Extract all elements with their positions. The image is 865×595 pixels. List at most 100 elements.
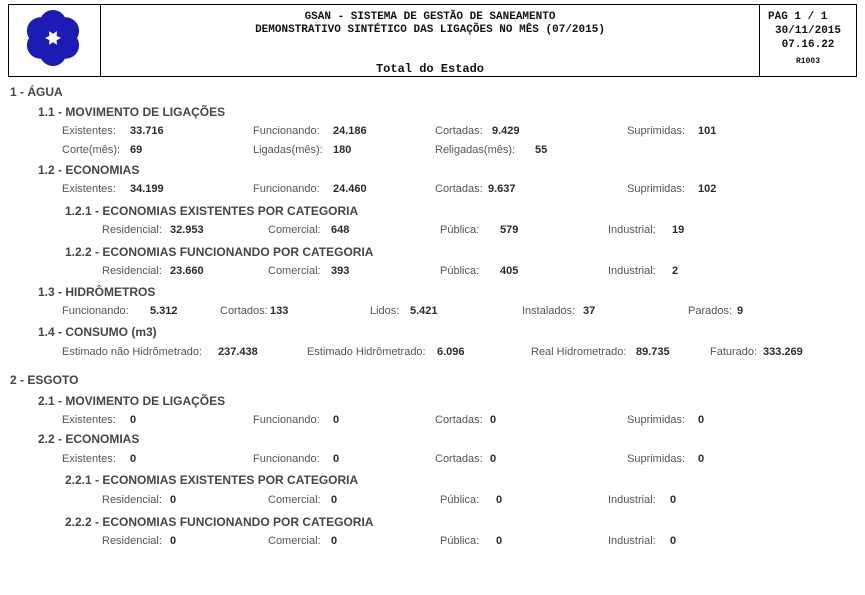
data-row: Corte(mês): 69 Ligadas(mês): 180 Religad… [0,143,865,157]
field-value: 69 [130,144,143,156]
data-row: Residencial: 0 Comercial: 0 Pública: 0 I… [0,534,865,548]
field-label: Existentes: [62,125,116,137]
field-value: 0 [130,453,137,465]
field-value: 0 [670,494,677,506]
field-label: Corte(mês): [62,144,121,156]
data-row: Funcionando: 5.312 Cortados: 133 Lidos: … [0,304,865,318]
field-label: Funcionando: [62,305,129,317]
field-value: 0 [130,414,137,426]
field-label: Parados: [688,305,733,317]
field-label: Cortadas: [435,183,483,195]
field-value: 393 [331,265,350,277]
field-value: 34.199 [130,183,164,195]
field-label: Industrial: [608,494,656,506]
page-indicator: PAG 1 / 1 [768,11,828,23]
data-row: Existentes: 0 Funcionando: 0 Cortadas: 0… [0,413,865,427]
field-value: 19 [672,224,685,236]
field-value: 89.735 [636,346,670,358]
data-row: Residencial: 23.660 Comercial: 393 Públi… [0,264,865,278]
field-label: Suprimidas: [627,453,686,465]
data-row: Existentes: 0 Funcionando: 0 Cortadas: 0… [0,452,865,466]
field-value: 102 [698,183,717,195]
header-meta: PAG 1 / 1 30/11/2015 07.16.22 R1003 [759,5,856,76]
field-label: Estimado não Hidrômetrado: [62,346,203,358]
field-label: Existentes: [62,414,116,426]
field-label: Residencial: [102,494,162,506]
data-row: Existentes: 33.716 Funcionando: 24.186 C… [0,124,865,138]
field-value: 9.429 [492,125,520,137]
report-date: 30/11/2015 [774,25,841,37]
field-value: 9 [737,305,744,317]
section-heading-1-4: 1.4 - CONSUMO (m3) [38,325,157,339]
field-label: Instalados: [522,305,576,317]
field-label: Real Hidrometrado: [531,346,627,358]
section-heading-1-1: 1.1 - MOVIMENTO DE LIGAÇÕES [38,105,226,119]
field-label: Industrial: [608,265,656,277]
scope-title: Total do Estado [375,62,485,76]
field-value: 2 [672,265,679,277]
field-value: 32.953 [170,224,204,236]
field-value: 0 [170,494,177,506]
field-label: Residencial: [102,265,162,277]
field-label: Residencial: [102,535,162,547]
company-logo-icon [26,10,80,66]
field-value: 0 [331,494,338,506]
field-value: 5.312 [150,305,178,317]
field-value: 0 [670,535,677,547]
field-label: Funcionando: [253,183,320,195]
field-label: Cortadas: [435,125,483,137]
field-value: 405 [500,265,519,277]
section-heading-agua: 1 - ÁGUA [10,85,63,99]
field-label: Funcionando: [253,414,320,426]
report-time: 07.16.22 [781,39,835,51]
field-value: 133 [270,305,289,317]
field-label: Funcionando: [253,125,320,137]
section-heading-1-2: 1.2 - ECONOMIAS [38,163,140,177]
section-heading-1-2-1: 1.2.1 - ECONOMIAS EXISTENTES POR CATEGOR… [65,204,359,218]
section-heading-2-2-1: 2.2.1 - ECONOMIAS EXISTENTES POR CATEGOR… [65,473,359,487]
field-value: 0 [490,414,497,426]
field-label: Suprimidas: [627,414,686,426]
field-label: Cortadas: [435,414,483,426]
field-value: 5.421 [410,305,438,317]
data-row: Residencial: 32.953 Comercial: 648 Públi… [0,223,865,237]
field-label: Industrial: [608,535,656,547]
field-label: Comercial: [268,494,321,506]
field-label: Industrial: [608,224,656,236]
logo-cell [9,5,101,76]
report-code: R1003 [795,57,820,66]
field-label: Suprimidas: [627,125,686,137]
field-label: Suprimidas: [627,183,686,195]
data-row: Residencial: 0 Comercial: 0 Pública: 0 I… [0,493,865,507]
field-value: 180 [333,144,352,156]
field-value: 55 [535,144,548,156]
section-heading-2-2: 2.2 - ECONOMIAS [38,432,140,446]
header-titles: GSAN - SISTEMA DE GESTÃO DE SANEAMENTO D… [101,5,759,76]
field-value: 0 [698,453,705,465]
field-value: 0 [331,535,338,547]
field-label: Pública: [440,494,480,506]
section-heading-2-1: 2.1 - MOVIMENTO DE LIGAÇÕES [38,394,226,408]
field-value: 0 [333,453,340,465]
field-label: Comercial: [268,224,321,236]
field-label: Existentes: [62,183,116,195]
field-label: Pública: [440,265,480,277]
data-row: Existentes: 34.199 Funcionando: 24.460 C… [0,182,865,196]
field-value: 23.660 [170,265,204,277]
section-heading-1-2-2: 1.2.2 - ECONOMIAS FUNCIONANDO POR CATEGO… [65,245,374,259]
report-header: GSAN - SISTEMA DE GESTÃO DE SANEAMENTO D… [8,4,857,77]
system-title: GSAN - SISTEMA DE GESTÃO DE SANEAMENTO [304,11,556,23]
field-label: Comercial: [268,535,321,547]
field-label: Lidos: [370,305,400,317]
field-value: 0 [333,414,340,426]
field-label: Residencial: [102,224,162,236]
field-label: Cortadas: [435,453,483,465]
section-heading-esgoto: 2 - ESGOTO [10,373,79,387]
data-row: Estimado não Hidrômetrado: 237.438 Estim… [0,345,865,359]
field-value: 648 [331,224,350,236]
field-value: 0 [490,453,497,465]
field-value: 333.269 [763,346,803,358]
field-value: 0 [698,414,705,426]
field-value: 579 [500,224,519,236]
report-title: DEMONSTRATIVO SINTÉTICO DAS LIGAÇÕES NO … [255,24,605,36]
